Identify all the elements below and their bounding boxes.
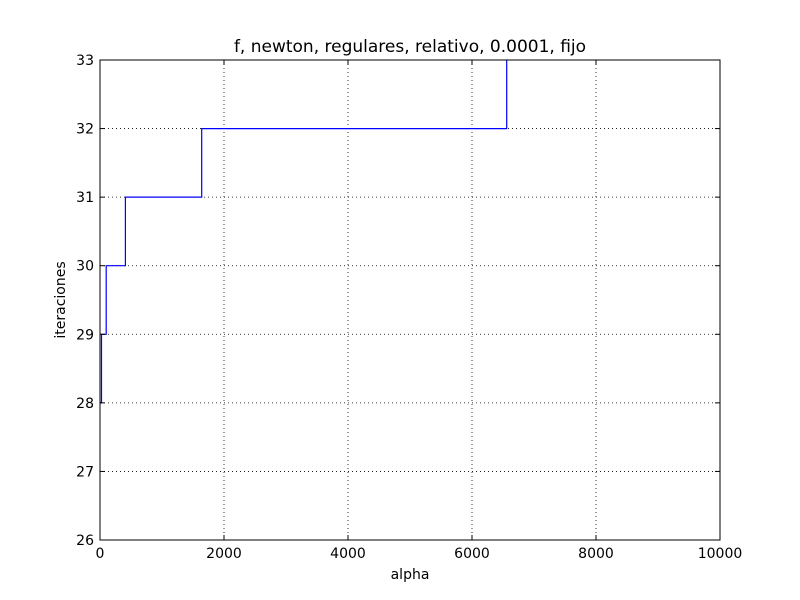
y-tick-label: 28 — [76, 396, 94, 412]
x-tick-labels: 0 2000 4000 6000 8000 10000 — [96, 546, 743, 562]
y-tick-label: 29 — [76, 327, 94, 343]
y-tick-label: 27 — [76, 464, 94, 480]
y-tick-label: 32 — [76, 122, 94, 138]
x-tick-label: 2000 — [206, 546, 242, 562]
plot-frame — [99, 59, 721, 541]
series-layer — [100, 60, 508, 404]
x-axis-title: alpha — [391, 567, 430, 583]
x-tick-label: 8000 — [578, 546, 614, 562]
series-line — [100, 60, 508, 404]
grid — [100, 60, 720, 540]
x-tick-label: 10000 — [698, 546, 743, 562]
y-tick-label: 30 — [76, 259, 94, 275]
y-tick-label: 26 — [76, 533, 94, 549]
x-tick-label: 6000 — [454, 546, 490, 562]
y-tick-labels: 26 27 28 29 30 31 32 33 — [76, 53, 94, 549]
y-axis-title: iteraciones — [53, 261, 69, 338]
x-tick-label: 0 — [96, 546, 105, 562]
y-tick-label: 31 — [76, 190, 94, 206]
chart-title: f, newton, regulares, relativo, 0.0001, … — [234, 37, 586, 57]
y-tick-label: 33 — [76, 53, 94, 69]
x-tick-label: 4000 — [330, 546, 366, 562]
ticks — [99, 59, 721, 541]
